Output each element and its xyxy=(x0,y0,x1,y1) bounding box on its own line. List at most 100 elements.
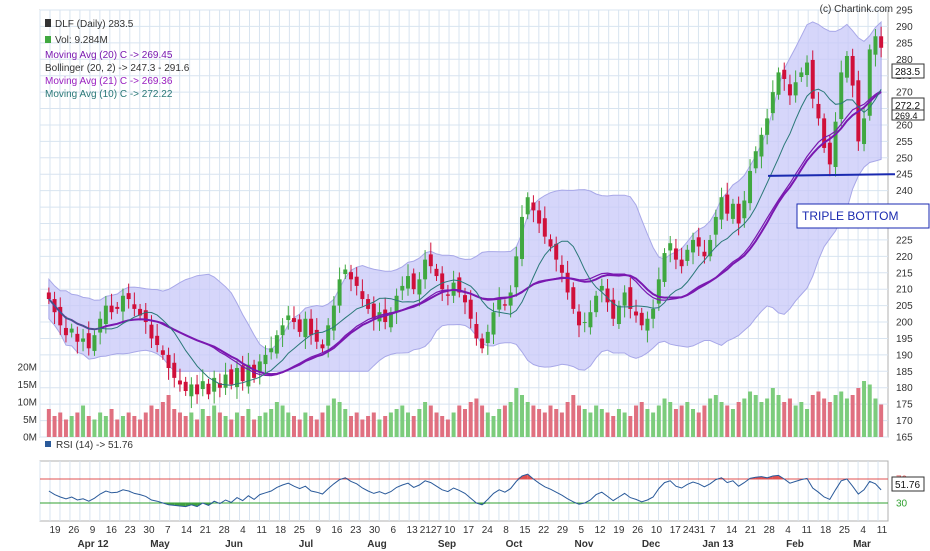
annotation-box xyxy=(796,203,930,229)
candle-body xyxy=(514,256,519,288)
legend-rsi: RSI (14) -> 51.76 xyxy=(56,440,133,451)
volume-bar xyxy=(234,412,239,437)
candle-body xyxy=(63,327,68,336)
price-tick-label: 190 xyxy=(896,350,913,361)
volume-bar xyxy=(320,412,325,437)
volume-bar xyxy=(280,405,285,437)
candle-body xyxy=(252,364,257,378)
x-day-label: 11 xyxy=(802,525,813,536)
x-day-label: 28 xyxy=(764,525,776,536)
volume-bar xyxy=(542,412,547,437)
candle-body xyxy=(303,318,308,338)
volume-bar xyxy=(138,419,143,437)
volume-tick-label: 15M xyxy=(18,380,37,391)
candle-body xyxy=(348,272,353,280)
legend-ma20: Moving Avg (20) C -> 269.45 xyxy=(45,50,173,61)
x-day-label: 9 xyxy=(315,525,321,536)
volume-bar xyxy=(195,419,200,437)
candle-body xyxy=(354,276,359,286)
candle-body xyxy=(417,279,422,295)
candle-body xyxy=(748,170,753,204)
candle-body xyxy=(616,305,621,325)
volume-bar xyxy=(240,416,245,437)
volume-bar xyxy=(314,419,319,437)
volume-bar xyxy=(873,398,878,437)
volume-bar xyxy=(474,398,479,437)
candle-body xyxy=(400,285,405,291)
candle-body xyxy=(280,325,285,336)
candle-body xyxy=(725,194,730,214)
volume-bar xyxy=(360,419,365,437)
volume-bar xyxy=(776,395,781,437)
volume-bar xyxy=(160,402,165,437)
candle-body xyxy=(440,273,445,290)
x-day-label: 26 xyxy=(632,525,644,536)
volume-bar xyxy=(371,412,376,437)
x-month-label: Nov xyxy=(575,539,594,550)
volume-bar xyxy=(736,402,741,437)
rsi-overbought-fill xyxy=(522,474,528,479)
x-day-label: 16 xyxy=(106,525,118,536)
volume-bar xyxy=(58,412,63,437)
volume-bar xyxy=(713,395,718,437)
candle-body xyxy=(730,203,735,219)
volume-bar xyxy=(673,409,678,437)
x-day-label: 11 xyxy=(877,525,888,536)
volume-bar xyxy=(696,412,701,437)
volume-bar xyxy=(274,402,279,437)
candle-body xyxy=(480,338,485,349)
x-day-label: 2431 xyxy=(683,525,706,536)
candle-body xyxy=(394,295,399,313)
volume-bar xyxy=(394,409,399,437)
candle-body xyxy=(177,380,182,385)
volume-bar xyxy=(730,409,735,437)
legend-ma10: Moving Avg (10) C -> 272.22 xyxy=(45,89,173,100)
volume-bar xyxy=(81,405,86,437)
candle-body xyxy=(844,55,849,78)
price-tick-label: 170 xyxy=(896,416,913,427)
candle-body xyxy=(559,264,564,273)
candle-body xyxy=(685,249,690,261)
volume-bar xyxy=(428,405,433,437)
volume-bar xyxy=(719,402,724,437)
volume-bar xyxy=(770,388,775,437)
candle-body xyxy=(805,62,810,76)
price-tick-label: 250 xyxy=(896,153,913,164)
triple-bottom-support-line xyxy=(767,173,896,177)
x-day-label: 18 xyxy=(275,525,287,536)
volume-bar xyxy=(183,416,188,437)
legend-bb: Bollinger (20, 2) -> 247.3 - 291.6 xyxy=(45,63,190,74)
rsi-line xyxy=(48,473,882,508)
x-day-label: 26 xyxy=(68,525,80,536)
candle-body xyxy=(474,324,479,339)
volume-bar xyxy=(440,416,445,437)
candle-body xyxy=(257,361,262,373)
volume-bar xyxy=(656,405,661,437)
candle-body xyxy=(520,216,525,259)
volume-bar xyxy=(257,416,262,437)
x-month-label: Dec xyxy=(642,539,661,550)
price-tick-label: 255 xyxy=(896,137,913,148)
legend-ma21: Moving Avg (21) C -> 269.36 xyxy=(45,76,173,87)
volume-bar xyxy=(206,416,211,437)
candle-body xyxy=(691,239,696,253)
volume-bar xyxy=(531,405,536,437)
volume-bar xyxy=(445,419,450,437)
candle-body xyxy=(143,310,148,323)
volume-bar xyxy=(69,416,74,437)
candle-body xyxy=(189,384,194,397)
volume-bar xyxy=(457,405,462,437)
volume-tick-label: 10M xyxy=(18,398,37,409)
volume-bar xyxy=(491,416,496,437)
volume-bar xyxy=(200,409,205,437)
volume-bar xyxy=(651,412,656,437)
volume-bar xyxy=(286,412,291,437)
volume-bar xyxy=(109,409,114,437)
candle-body xyxy=(388,312,393,328)
candle-body xyxy=(98,318,103,333)
ma20-price-tag: 269.4 xyxy=(891,109,925,121)
candle-body xyxy=(776,72,781,95)
volume-bar xyxy=(839,391,844,437)
price-tick-label: 280 xyxy=(896,55,913,66)
candle-body xyxy=(713,216,718,235)
